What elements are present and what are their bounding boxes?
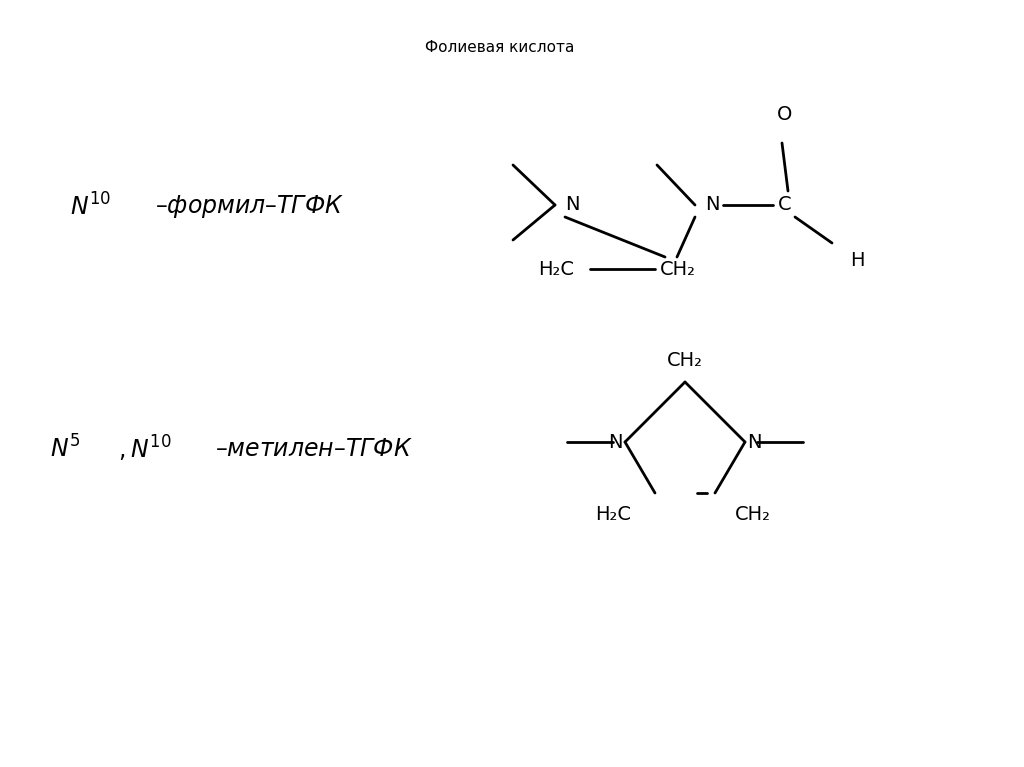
- Text: $\it{, N}^{10}$: $\it{, N}^{10}$: [118, 434, 171, 464]
- Text: $\it{N}^{10}$: $\it{N}^{10}$: [70, 193, 112, 221]
- Text: N: N: [705, 196, 720, 215]
- Text: Фолиевая кислота: Фолиевая кислота: [425, 39, 574, 54]
- Text: $\it{ – формил – ТГФК}$: $\it{ – формил – ТГФК}$: [155, 193, 344, 220]
- Text: O: O: [777, 104, 793, 123]
- Text: $\it{ – метилен – ТГФК}$: $\it{ – метилен – ТГФК}$: [215, 437, 413, 461]
- Text: CH₂: CH₂: [667, 351, 703, 370]
- Text: CH₂: CH₂: [735, 505, 771, 525]
- Text: H: H: [850, 251, 864, 269]
- Text: C: C: [778, 196, 792, 215]
- Text: N: N: [565, 196, 580, 215]
- Text: CH₂: CH₂: [660, 261, 696, 279]
- Text: $\it{N}^{5}$: $\it{N}^{5}$: [50, 436, 80, 463]
- Text: H₂C: H₂C: [595, 505, 631, 525]
- Text: N: N: [608, 433, 623, 452]
- Text: N: N: [746, 433, 762, 452]
- Text: H₂C: H₂C: [538, 261, 574, 279]
